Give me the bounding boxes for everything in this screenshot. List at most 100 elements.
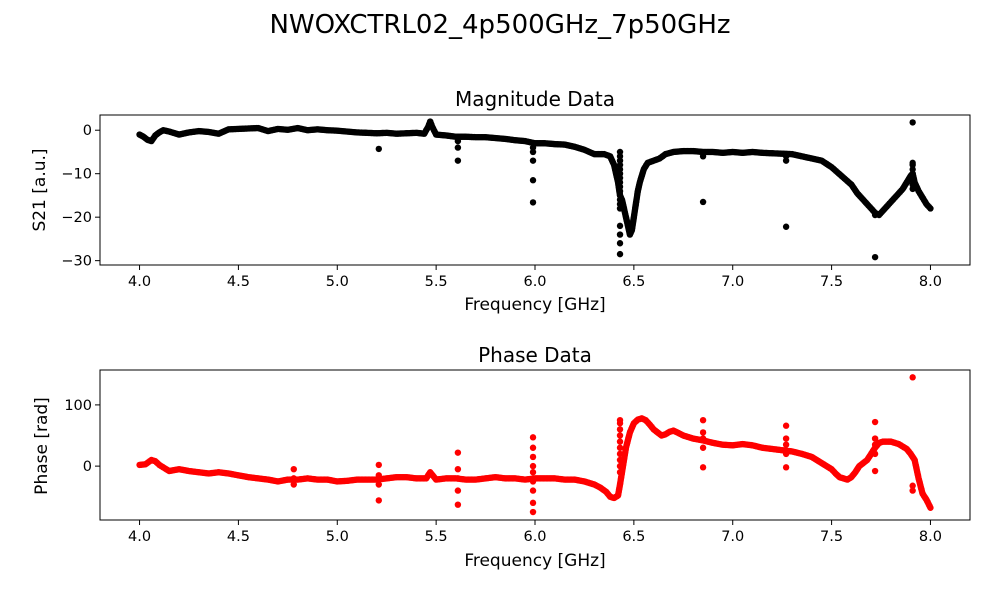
magnitude-title: Magnitude Data [455, 87, 615, 111]
phase-data-point [699, 417, 707, 424]
phase-data-point [375, 481, 382, 488]
phase-data-point [699, 444, 707, 451]
phase-data-point [699, 435, 707, 442]
phase-x-tick-label: 5.0 [326, 529, 349, 545]
phase-x-axis-label: Frequency [GHz] [464, 551, 605, 571]
magnitude-data-point [909, 119, 916, 126]
magnitude-x-tick-label: 5.5 [425, 274, 448, 290]
magnitude-data-point [782, 153, 790, 160]
magnitude-data-point [616, 205, 624, 212]
magnitude-data-point [927, 205, 934, 212]
magnitude-data-point [529, 199, 537, 206]
magnitude-data-point [616, 240, 624, 247]
phase-title: Phase Data [478, 343, 592, 367]
phase-x-tick-label: 7.0 [721, 529, 744, 545]
magnitude-x-tick-label: 8.0 [919, 274, 942, 290]
phase-data-point [927, 504, 934, 511]
phase-data-point [529, 453, 537, 461]
magnitude-x-tick-label: 5.0 [326, 274, 349, 290]
figure-title: NWOXCTRL02_4p500GHz_7p50GHz [269, 10, 730, 40]
phase-y-tick-label: 0 [83, 459, 92, 475]
magnitude-data-point [616, 231, 624, 238]
magnitude-data-point [871, 211, 879, 219]
phase-data-point [529, 444, 537, 451]
magnitude-x-tick-label: 6.0 [523, 274, 546, 290]
phase-data-point [454, 487, 462, 494]
magnitude-y-tick-label: −30 [61, 254, 92, 270]
phase-data-point [454, 449, 462, 456]
phase-data-point [782, 441, 790, 448]
phase-data-point [616, 432, 624, 439]
magnitude-data-point [529, 157, 537, 164]
magnitude-y-tick-label: 0 [83, 123, 92, 139]
phase-data-point [616, 456, 624, 464]
phase-data-point [782, 422, 790, 429]
magnitude-y-tick-label: −10 [61, 167, 92, 183]
phase-data-point [616, 462, 624, 470]
phase-data-point [529, 499, 537, 507]
phase-data-point [699, 429, 707, 436]
magnitude-x-axis-label: Frequency [GHz] [464, 295, 605, 315]
phase-data-point [375, 472, 382, 479]
magnitude-x-tick-label: 4.5 [227, 274, 250, 290]
phase-data-point [909, 487, 916, 494]
magnitude-y-axis-label: S21 [a.u.] [30, 148, 50, 231]
phase-data-point [529, 462, 537, 470]
magnitude-data-point [616, 250, 624, 258]
phase-data-point [782, 450, 790, 458]
magnitude-data-point [699, 198, 707, 206]
phase-data-point [454, 465, 462, 473]
phase-x-tick-label: 8.0 [919, 529, 942, 545]
phase-data-point [871, 435, 879, 442]
magnitude-data-point [909, 185, 916, 193]
phase-data-point [529, 487, 537, 494]
magnitude-data-point [871, 253, 879, 261]
magnitude-data-point [699, 153, 707, 160]
phase-x-tick-label: 4.0 [128, 529, 151, 545]
phase-x-tick-label: 6.0 [523, 529, 546, 545]
phase-data-point [616, 450, 624, 458]
magnitude-y-ticks: 0 −10 −20 −30 [61, 123, 100, 270]
magnitude-x-tick-label: 7.5 [820, 274, 843, 290]
magnitude-x-tick-label: 4.0 [128, 274, 151, 290]
phase-data-point [782, 435, 790, 442]
phase-data-point [375, 497, 382, 504]
phase-y-ticks: 100 0 [64, 398, 100, 475]
phase-data-point [454, 475, 462, 482]
magnitude-data-point [375, 145, 382, 153]
magnitude-data-point [454, 144, 462, 151]
magnitude-data-point [529, 177, 537, 184]
phase-data-point [290, 481, 297, 488]
phase-data-point [699, 464, 707, 471]
phase-data-point [871, 467, 879, 475]
phase-data-point [616, 469, 624, 476]
phase-data-point [290, 465, 297, 473]
phase-data-point [909, 374, 916, 381]
phase-data-point [616, 420, 624, 427]
phase-data-point [616, 438, 624, 445]
phase-data-point [454, 501, 462, 508]
phase-data-point [871, 441, 879, 448]
phase-data-point [616, 444, 624, 451]
magnitude-data-point [782, 223, 790, 230]
phase-data-point [909, 482, 916, 489]
phase-data-point [529, 508, 537, 516]
magnitude-x-tick-label: 6.5 [622, 274, 645, 290]
phase-data-point [290, 475, 297, 482]
phase-x-tick-label: 7.5 [820, 529, 843, 545]
phase-x-tick-label: 5.5 [425, 529, 448, 545]
magnitude-axes-frame [99, 114, 971, 266]
phase-data-point [375, 461, 382, 469]
phase-points [136, 374, 934, 516]
phase-data-point [529, 478, 537, 485]
magnitude-data-point [454, 157, 462, 164]
magnitude-y-tick-label: −20 [61, 210, 92, 226]
magnitude-points [136, 118, 934, 261]
phase-data-point [616, 426, 624, 433]
phase-y-tick-label: 100 [64, 398, 92, 414]
phase-panel: Phase Data Frequency [GHz] Phase [rad] 4… [32, 343, 971, 571]
phase-x-tick-label: 6.5 [622, 529, 645, 545]
magnitude-panel: Magnitude Data Frequency [GHz] S21 [a.u.… [30, 87, 971, 315]
magnitude-data-point [616, 222, 624, 230]
